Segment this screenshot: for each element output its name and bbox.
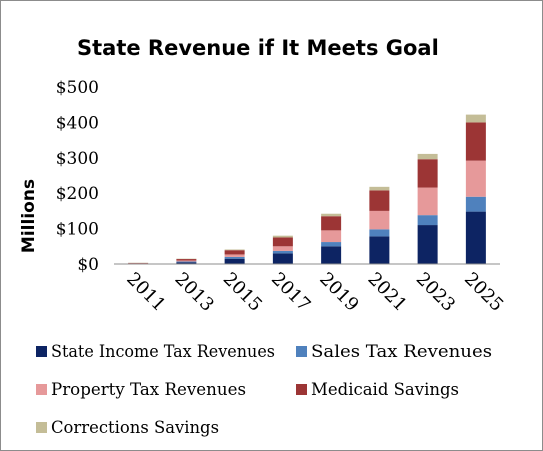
bars bbox=[128, 114, 486, 264]
legend-label: Sales Tax Revenues bbox=[311, 342, 492, 362]
legend-swatch bbox=[36, 422, 47, 433]
y-tick-label: $200 bbox=[56, 184, 99, 204]
bar-segment bbox=[417, 215, 438, 226]
bar-segment bbox=[369, 236, 390, 264]
bar-segment bbox=[417, 187, 438, 216]
bar-segment bbox=[417, 225, 438, 264]
bar-segment bbox=[224, 256, 245, 259]
bar-segment bbox=[224, 254, 245, 257]
legend-swatch bbox=[296, 384, 307, 395]
bar-segment bbox=[224, 258, 245, 264]
bar-segment bbox=[272, 250, 293, 254]
legend-label: Property Tax Revenues bbox=[51, 380, 246, 400]
bar-segment bbox=[417, 159, 438, 188]
legend-label: Corrections Savings bbox=[51, 418, 219, 438]
y-tick-label: $0 bbox=[77, 255, 99, 275]
bar-segment bbox=[465, 196, 486, 212]
bar-segment bbox=[369, 186, 390, 191]
y-axis-ticks: $0 $100 $200 $300 $400 $500 bbox=[56, 78, 99, 275]
bar-segment bbox=[465, 211, 486, 264]
bar-segment bbox=[176, 259, 197, 261]
bar-segment bbox=[272, 253, 293, 264]
bar-segment bbox=[224, 250, 245, 255]
x-tick-label: 2023 bbox=[412, 268, 459, 315]
x-tick-label: 2013 bbox=[171, 268, 218, 315]
bar-segment bbox=[465, 160, 486, 197]
bar-segment bbox=[369, 229, 390, 237]
bar-segment bbox=[369, 190, 390, 211]
y-axis-label: Millions bbox=[19, 179, 39, 253]
x-tick-label: 2015 bbox=[219, 268, 266, 315]
bar-segment bbox=[321, 216, 342, 231]
bar-segment bbox=[321, 230, 342, 243]
legend-swatch bbox=[36, 346, 47, 357]
x-tick-label: 2011 bbox=[122, 268, 169, 315]
bar-segment bbox=[321, 246, 342, 264]
x-tick-label: 2019 bbox=[315, 268, 362, 315]
bar-segment bbox=[176, 262, 197, 264]
legend-swatch bbox=[296, 346, 307, 357]
y-tick-label: $300 bbox=[56, 149, 99, 169]
y-tick-label: $400 bbox=[56, 113, 99, 133]
x-tick-label: 2017 bbox=[267, 268, 314, 315]
legend-label: State Income Tax Revenues bbox=[51, 342, 275, 362]
bar-segment bbox=[369, 210, 390, 230]
x-tick-label: 2025 bbox=[460, 268, 507, 315]
bar-segment bbox=[465, 122, 486, 161]
bar-segment bbox=[176, 261, 197, 263]
x-axis-ticks: 2011 2013 2015 2017 2019 2021 2023 2025 bbox=[122, 268, 507, 315]
bar-segment bbox=[272, 246, 293, 251]
chart-title: State Revenue if It Meets Goal bbox=[77, 36, 439, 60]
x-tick-label: 2021 bbox=[364, 268, 411, 315]
legend-swatch bbox=[36, 384, 47, 395]
y-tick-label: $500 bbox=[56, 78, 99, 98]
legend: State Income Tax Revenues Sales Tax Reven… bbox=[36, 342, 492, 438]
bar-segment bbox=[321, 242, 342, 247]
y-tick-label: $100 bbox=[56, 220, 99, 240]
bar-segment bbox=[224, 249, 245, 251]
bar-segment bbox=[321, 213, 342, 217]
bar-segment bbox=[176, 260, 197, 262]
bar-segment bbox=[272, 237, 293, 247]
bar-segment bbox=[465, 114, 486, 123]
legend-label: Medicaid Savings bbox=[311, 380, 459, 400]
bar-segment bbox=[417, 153, 438, 160]
bar-segment bbox=[272, 235, 293, 238]
